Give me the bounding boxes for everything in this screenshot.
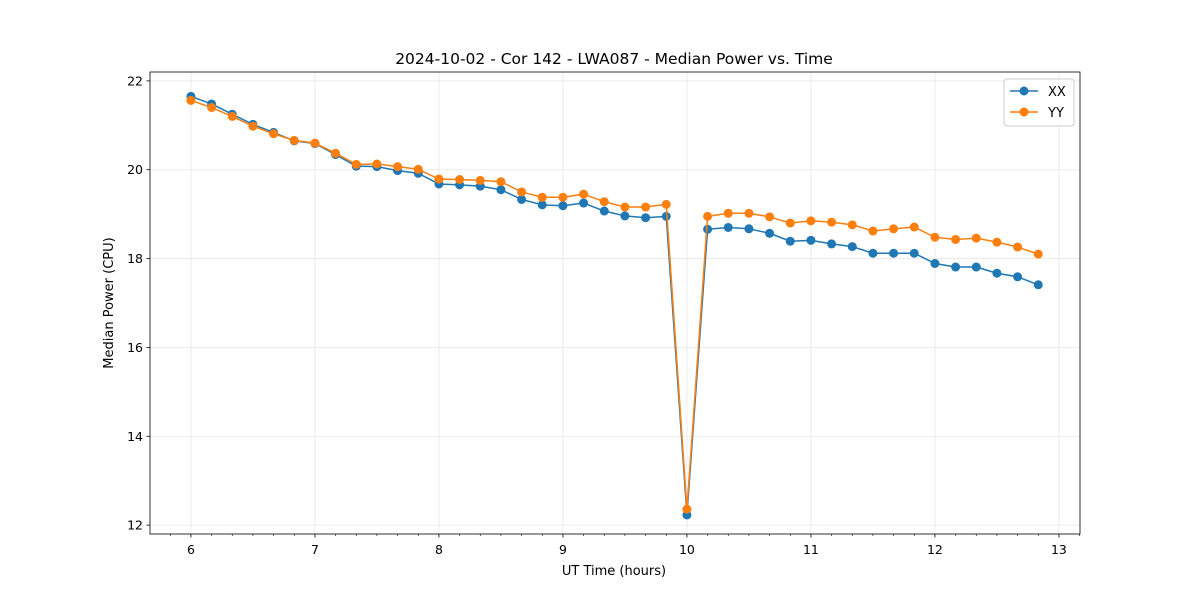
data-point-yy xyxy=(227,111,237,121)
data-point-yy xyxy=(413,164,423,174)
data-point-yy xyxy=(620,202,630,212)
data-point-yy xyxy=(248,121,258,131)
data-point-yy xyxy=(992,237,1002,247)
data-point-yy xyxy=(1033,249,1043,259)
data-point-yy xyxy=(765,212,775,222)
y-tick-label: 18 xyxy=(127,251,143,266)
data-point-yy xyxy=(558,192,568,202)
data-point-xx xyxy=(909,248,919,258)
data-point-xx xyxy=(558,201,568,211)
data-point-yy xyxy=(269,129,279,139)
legend-label-xx: XX xyxy=(1048,85,1066,100)
data-point-xx xyxy=(971,262,981,272)
data-point-yy xyxy=(951,234,961,244)
data-point-xx xyxy=(889,248,899,258)
data-point-xx xyxy=(517,194,527,204)
data-point-yy xyxy=(1013,242,1023,252)
data-point-yy xyxy=(599,197,609,207)
y-tick-label: 22 xyxy=(127,73,143,88)
data-point-xx xyxy=(992,268,1002,278)
data-point-xx xyxy=(744,224,754,234)
x-tick-label: 8 xyxy=(435,542,443,557)
x-axis-label: UT Time (hours) xyxy=(562,564,666,579)
x-tick-label: 6 xyxy=(187,542,195,557)
data-point-yy xyxy=(785,218,795,228)
chart-title: 2024-10-02 - Cor 142 - LWA087 - Median P… xyxy=(395,50,833,68)
data-point-xx xyxy=(496,185,506,195)
data-point-yy xyxy=(930,232,940,242)
x-tick-label: 7 xyxy=(311,542,319,557)
data-point-xx xyxy=(579,198,589,208)
data-point-yy xyxy=(475,175,485,185)
legend-label-yy: YY xyxy=(1047,106,1064,121)
data-point-xx xyxy=(868,248,878,258)
legend-marker-xx xyxy=(1019,86,1029,96)
x-tick-label: 10 xyxy=(679,542,695,557)
x-tick-label: 13 xyxy=(1051,542,1067,557)
data-point-yy xyxy=(661,199,671,209)
data-point-xx xyxy=(806,235,816,245)
data-point-yy xyxy=(723,208,733,218)
data-point-yy xyxy=(496,177,506,187)
y-tick-label: 12 xyxy=(127,518,143,533)
data-point-xx xyxy=(765,228,775,238)
data-point-xx xyxy=(827,239,837,249)
data-point-yy xyxy=(207,103,217,113)
data-point-xx xyxy=(1033,280,1043,290)
x-tick-label: 9 xyxy=(559,542,567,557)
data-point-yy xyxy=(703,211,713,221)
data-point-yy xyxy=(909,222,919,232)
data-point-xx xyxy=(723,222,733,232)
data-point-yy xyxy=(310,138,320,148)
x-tick-label: 12 xyxy=(927,542,943,557)
data-point-xx xyxy=(930,258,940,268)
data-point-yy xyxy=(537,192,547,202)
data-point-yy xyxy=(393,162,403,172)
data-point-yy xyxy=(889,224,899,234)
data-point-xx xyxy=(847,242,857,252)
data-point-yy xyxy=(289,135,299,145)
legend: XX YY xyxy=(1003,78,1075,127)
y-axis-label: Median Power (CPU) xyxy=(102,237,117,368)
series xyxy=(186,91,1043,520)
y-tick-label: 20 xyxy=(127,162,143,177)
data-point-yy xyxy=(455,175,465,184)
data-point-yy xyxy=(744,208,754,218)
axes: 6 7 8 9 10 11 12 13 12 14 16 18 20 22 xyxy=(127,71,1081,557)
data-point-xx xyxy=(1013,272,1023,282)
data-point-xx xyxy=(537,200,547,210)
data-point-yy xyxy=(517,187,527,197)
legend-marker-yy xyxy=(1019,107,1029,117)
data-point-yy xyxy=(806,216,816,226)
y-tick-label: 14 xyxy=(127,429,143,444)
data-point-yy xyxy=(641,202,651,212)
data-point-yy xyxy=(682,504,692,514)
grid xyxy=(150,72,1080,534)
data-point-yy xyxy=(186,95,196,105)
data-point-yy xyxy=(847,220,857,230)
data-point-yy xyxy=(868,226,878,236)
data-point-xx xyxy=(951,262,961,272)
data-point-yy xyxy=(434,174,444,184)
data-point-yy xyxy=(351,159,361,169)
data-point-xx xyxy=(641,213,651,223)
data-point-xx xyxy=(620,211,630,221)
data-point-yy xyxy=(971,233,981,243)
x-tick-label: 11 xyxy=(803,542,819,557)
data-point-xx xyxy=(599,206,609,216)
data-point-xx xyxy=(661,211,671,221)
data-point-yy xyxy=(331,148,341,158)
data-point-xx xyxy=(703,224,713,234)
data-point-yy xyxy=(579,189,589,199)
data-point-xx xyxy=(785,236,795,246)
data-point-yy xyxy=(827,217,837,227)
y-tick-label: 16 xyxy=(127,340,143,355)
data-point-yy xyxy=(372,159,382,169)
plot-area-frame xyxy=(149,71,1081,535)
